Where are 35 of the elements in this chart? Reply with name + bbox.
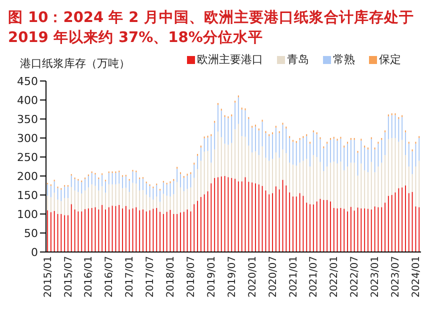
x-tick-label: 2022/07 (350, 256, 361, 298)
chart-title: 图 10：2024 年 2 月中国、欧洲主要港口纸浆合计库存处于2019 年以来约 37%、18%分位水平 (8, 8, 415, 48)
x-tick-label: 2024/01 (410, 256, 422, 298)
x-tick-label: 2020/01 (247, 256, 258, 298)
legend-label: 青岛 (286, 52, 309, 67)
legend-label: 欧洲主要港口 (196, 52, 263, 67)
y-tick-label: 400 (17, 94, 38, 107)
x-tick-label: 2016/01 (84, 256, 95, 298)
x-tick-label: 2023/07 (390, 256, 402, 298)
y-tick-label: 300 (17, 132, 38, 145)
x-tick-label: 2021/01 (288, 256, 300, 298)
x-tick-label: 2017/01 (124, 256, 136, 298)
y-tick-label: 250 (17, 150, 38, 164)
legend-label: 保定 (378, 52, 401, 67)
x-tick-label: 2021/07 (308, 256, 320, 298)
x-tick-label: 2015/01 (42, 256, 54, 298)
x-tick-label: 2018/07 (186, 256, 197, 298)
y-tick-label: 150 (17, 188, 38, 202)
y-tick-label: 0 (31, 246, 38, 259)
legend-label: 常熟 (332, 52, 355, 67)
x-tick-label: 2019/01 (206, 256, 218, 298)
x-tick-label: 2023/01 (370, 256, 382, 298)
y-tick-label: 100 (17, 208, 38, 221)
y-tick-label: 50 (24, 226, 38, 240)
y-axis-title: 港口纸浆库存（万吨） (20, 56, 130, 71)
x-tick-label: 2019/07 (226, 256, 238, 298)
x-tick-label: 2015/07 (63, 256, 74, 298)
x-tick-label: 2016/07 (104, 256, 116, 298)
y-tick-label: 200 (17, 170, 38, 183)
x-tick-label: 2020/07 (268, 256, 279, 298)
y-tick-label: 350 (17, 112, 38, 126)
x-tick-label: 2018/01 (166, 256, 177, 298)
x-tick-label: 2017/07 (145, 256, 156, 298)
x-tick-label: 2022/01 (329, 256, 340, 298)
y-tick-label: 450 (17, 74, 38, 88)
